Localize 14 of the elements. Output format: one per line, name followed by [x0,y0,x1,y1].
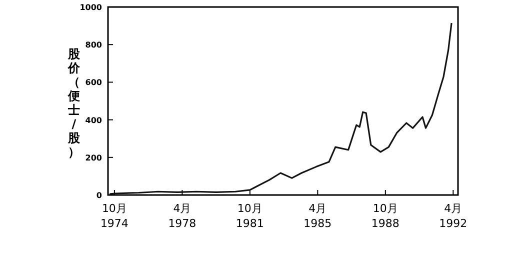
x-tick-label: 10月 1981 [236,202,264,230]
line-series [108,22,452,195]
x-tick-label: 4月 1992 [439,202,468,230]
x-tick-label: 10月 1988 [371,202,400,230]
y-tick-label: 0 [96,191,102,200]
y-axis-title: 股价（便士/股） [67,47,81,159]
x-tick-label: 10月 1974 [100,202,128,230]
x-tick-label: 4月 1985 [304,202,332,230]
y-tick-label: 600 [85,78,102,88]
y-tick-label: 400 [85,116,102,125]
y-tick-label: 200 [85,153,102,162]
y-tick-label: 1000 [80,3,102,12]
y-tick-label: 800 [85,40,102,50]
x-tick-label: 4月 1978 [168,202,196,230]
